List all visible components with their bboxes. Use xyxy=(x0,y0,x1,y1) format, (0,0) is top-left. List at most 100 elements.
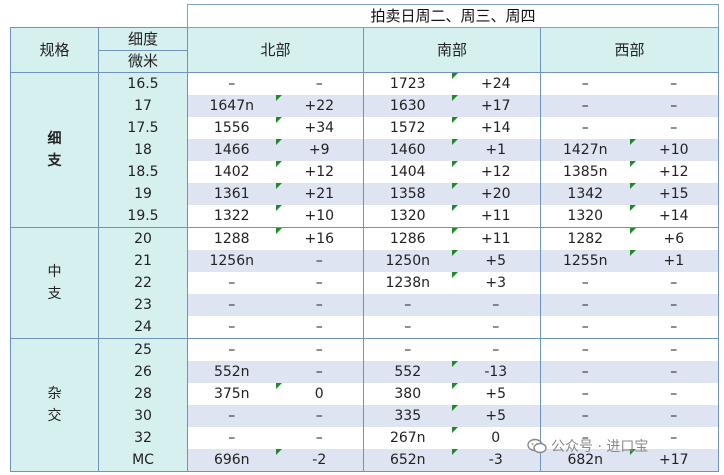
change-cell: +10 xyxy=(629,139,720,161)
micron-cell: 32 xyxy=(98,427,188,449)
change-cell: +17 xyxy=(629,449,720,472)
change-cell: – xyxy=(629,427,720,449)
price-cell: 1320 xyxy=(363,205,452,228)
comment-marker-icon xyxy=(275,383,282,389)
change-cell: – xyxy=(629,338,720,361)
price-cell: 1322 xyxy=(187,205,276,228)
micron-cell: MC xyxy=(98,449,188,472)
watermark-text: 公众号 · 进口宝 xyxy=(551,439,649,455)
price-cell: 1361 xyxy=(187,183,276,205)
change-cell: +5 xyxy=(451,383,541,405)
price-cell: 1342 xyxy=(540,183,630,205)
comment-marker-icon xyxy=(451,117,458,123)
price-cell: – xyxy=(540,427,630,449)
change-cell: 0 xyxy=(451,427,541,449)
price-cell: – xyxy=(363,316,452,339)
change-cell: – xyxy=(451,338,541,361)
price-cell: 1320 xyxy=(540,205,630,228)
price-cell: – xyxy=(540,383,630,405)
comment-marker-icon xyxy=(629,161,636,167)
price-cell: 1282 xyxy=(540,227,630,250)
change-cell: – xyxy=(629,294,720,316)
change-cell: – xyxy=(275,250,364,272)
micron-cell: 20 xyxy=(98,227,188,250)
price-cell: – xyxy=(540,405,630,427)
price-cell: – xyxy=(540,361,630,383)
price-cell: 335 xyxy=(363,405,452,427)
comment-marker-icon xyxy=(275,139,282,145)
change-cell: +14 xyxy=(451,117,541,139)
table-row: 19 1361 +21 1358 +20 1342 +15 xyxy=(11,183,720,205)
micron-cell: 18.5 xyxy=(98,161,188,183)
price-cell: 1238n xyxy=(363,272,452,294)
change-cell: – xyxy=(275,338,364,361)
change-cell: – xyxy=(451,294,541,316)
table-row: 中 支 20 1288 +16 1286 +11 1282 +6 xyxy=(10,227,720,339)
change-cell: +12 xyxy=(451,161,541,183)
change-cell: +14 xyxy=(629,205,720,228)
change-cell: +16 xyxy=(275,227,364,250)
price-cell: – xyxy=(187,316,276,339)
spec-group-label: 中 支 xyxy=(10,227,99,339)
header-fineness-unit: 微米 xyxy=(127,51,158,70)
comment-marker-icon xyxy=(275,95,282,101)
change-cell: – xyxy=(629,405,720,427)
micron-cell: 23 xyxy=(98,294,188,316)
price-cell: – xyxy=(363,338,452,361)
spec-group-label: 杂 交 xyxy=(10,338,99,472)
table-row: 18 1466 +9 1460 +1 1427n +10 xyxy=(11,139,720,161)
comment-marker-icon xyxy=(451,383,458,389)
micron-cell: 17.5 xyxy=(98,117,188,139)
price-cell: 267n xyxy=(363,427,452,449)
table-row: 17 1647n +22 1630 +17– – xyxy=(11,95,720,117)
comment-marker-icon xyxy=(451,427,458,433)
price-cell: 1385n xyxy=(540,161,630,183)
price-cell: 652n xyxy=(363,449,452,472)
change-cell: – xyxy=(275,272,364,294)
micron-cell: 26 xyxy=(98,361,188,383)
change-cell: +5 xyxy=(451,250,541,272)
change-cell: – xyxy=(275,361,364,383)
table-row: 32– –267n 0– – xyxy=(11,427,720,449)
spec-group-label: 细 支 xyxy=(10,72,99,228)
price-cell: – xyxy=(540,294,630,316)
price-cell: 696n xyxy=(187,449,276,472)
micron-cell: 22 xyxy=(98,272,188,294)
micron-cell: 18 xyxy=(98,139,188,161)
table-row: 23– – – – – – xyxy=(11,294,720,316)
price-cell: 1402 xyxy=(187,161,276,183)
change-cell: +11 xyxy=(451,205,541,228)
change-cell: +3 xyxy=(451,272,541,294)
comment-marker-icon xyxy=(275,183,282,189)
comment-marker-icon xyxy=(629,228,636,234)
price-cell: – xyxy=(363,294,452,316)
comment-marker-icon xyxy=(451,95,458,101)
change-cell: +12 xyxy=(629,161,720,183)
change-cell: – xyxy=(451,316,541,339)
comment-marker-icon xyxy=(451,405,458,411)
price-cell: 1427n xyxy=(540,139,630,161)
change-cell: +24 xyxy=(451,72,541,95)
change-cell: +21 xyxy=(275,183,364,205)
comment-marker-icon xyxy=(275,161,282,167)
price-cell: 1466 xyxy=(187,139,276,161)
comment-marker-icon xyxy=(275,117,282,123)
comment-marker-icon xyxy=(275,449,282,455)
watermark: 公众号 · 进口宝 xyxy=(527,435,648,457)
change-cell: +34 xyxy=(275,117,364,139)
price-cell: 380 xyxy=(363,383,452,405)
price-cell: 1556 xyxy=(187,117,276,139)
change-cell: +9 xyxy=(275,139,364,161)
table-row: MC 696n -2 652n -3 682n +17 xyxy=(11,449,720,472)
change-cell: +17 xyxy=(451,95,541,117)
header-south: 南部 xyxy=(363,27,541,73)
price-cell: – xyxy=(540,95,630,117)
price-cell: – xyxy=(540,117,630,139)
change-cell: – xyxy=(275,405,364,427)
table-row: 18.5 1402 +12 1404 +12 1385n +12 xyxy=(11,161,720,183)
change-cell: – xyxy=(629,361,720,383)
change-cell: -13 xyxy=(451,361,541,383)
price-cell: 1358 xyxy=(363,183,452,205)
price-cell: 1630 xyxy=(363,95,452,117)
price-cell: 1723 xyxy=(363,72,452,95)
